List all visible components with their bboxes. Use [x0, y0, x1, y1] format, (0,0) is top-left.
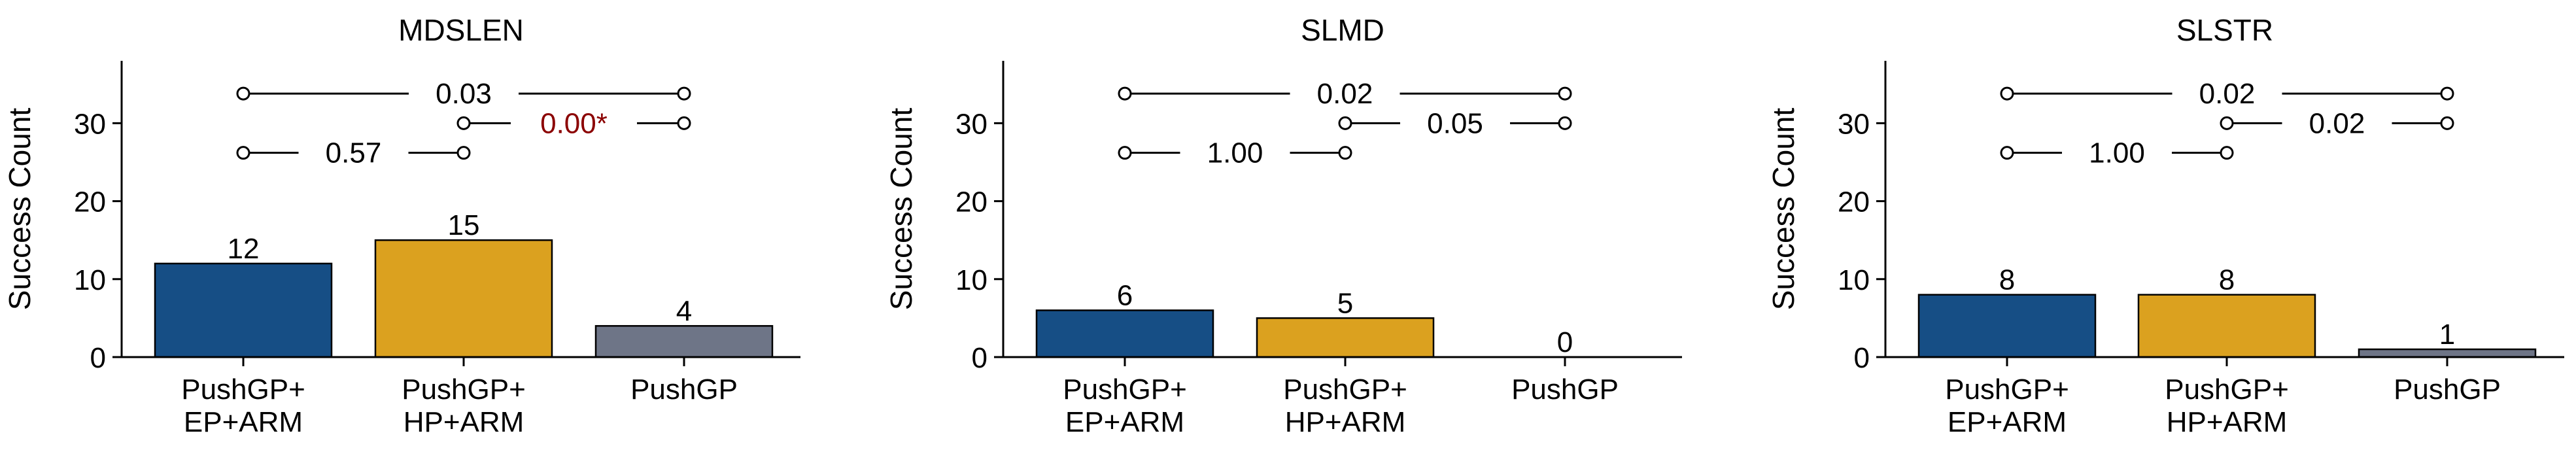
p-value-label: 0.02 — [2309, 107, 2365, 139]
bar-value-label: 4 — [676, 295, 692, 327]
x-tick-label-line: HP+ARM — [404, 406, 524, 438]
x-tick-label: PushGP+ EP+ARM — [1063, 373, 1187, 438]
comparison-bracket: 1.00 — [1118, 137, 1352, 169]
comparison-bracket: 0.02 — [2000, 78, 2454, 110]
bar — [1035, 309, 1214, 358]
x-tick-label: PushGP+ HP+ARM — [402, 373, 526, 438]
comparison-endpoint-marker — [2220, 146, 2234, 160]
x-tick-label-line: EP+ARM — [1948, 406, 2067, 438]
x-tick-label: PushGP — [1511, 373, 1619, 405]
bar-value-label: 5 — [1337, 287, 1353, 319]
chart-title: SLSTR — [2176, 13, 2273, 47]
comparison-endpoint-marker — [2000, 86, 2014, 101]
bar — [594, 325, 774, 358]
p-value-label: 0.03 — [436, 78, 492, 110]
y-tick-label: 30 — [1838, 108, 1870, 140]
p-value-label: 0.05 — [1427, 107, 1483, 139]
x-tick-label: PushGP — [630, 373, 738, 405]
bar-value-label: 15 — [448, 209, 480, 241]
y-tick-label: 10 — [955, 264, 987, 296]
comparison-endpoint-marker — [1118, 86, 1132, 101]
y-tick-label: 30 — [955, 108, 987, 140]
y-tick-label: 0 — [90, 342, 106, 374]
bar-value-label: 8 — [1999, 264, 2015, 296]
bar — [154, 262, 333, 358]
comparison-endpoint-marker — [236, 146, 250, 160]
x-tick-label: PushGP+ EP+ARM — [181, 373, 305, 438]
x-tick-label-line: PushGP — [1511, 373, 1619, 405]
x-tick-label: PushGP+ HP+ARM — [2165, 373, 2289, 438]
chart-title: SLMD — [1301, 13, 1384, 47]
x-tick-label-line: EP+ARM — [1065, 406, 1184, 438]
chart-title: MDSLEN — [398, 13, 524, 47]
p-value-label: 0.02 — [1317, 78, 1373, 110]
comparison-endpoint-marker — [1118, 146, 1132, 160]
y-tick-label: 10 — [74, 264, 106, 296]
x-tick-label-line: HP+ARM — [1285, 406, 1406, 438]
comparison-endpoint-marker — [236, 86, 250, 101]
y-tick-label: 20 — [1838, 186, 1870, 218]
y-tick-label: 0 — [972, 342, 987, 374]
x-tick-label-line: PushGP+ — [1945, 373, 2069, 405]
y-axis-label: Success Count — [3, 108, 37, 311]
x-tick-label-line: PushGP+ — [1283, 373, 1407, 405]
y-axis-label: Success Count — [1766, 108, 1800, 311]
comparison-endpoint-marker — [2220, 116, 2234, 130]
y-tick-label: 20 — [74, 186, 106, 218]
x-tick-label-line: EP+ARM — [184, 406, 303, 438]
bar — [374, 239, 553, 358]
bar-value-label: 0 — [1557, 326, 1573, 358]
p-value-label: 1.00 — [1207, 137, 1263, 169]
bar-value-label: 6 — [1117, 279, 1133, 311]
bar-value-label: 12 — [228, 233, 260, 265]
bar-value-label: 8 — [2219, 264, 2235, 296]
x-tick-label: PushGP — [2394, 373, 2501, 405]
comparison-bracket: 1.00 — [2000, 137, 2234, 169]
comparison-endpoint-marker — [456, 146, 471, 160]
x-tick-label: PushGP+ HP+ARM — [1283, 373, 1407, 438]
bar — [2137, 294, 2316, 358]
x-tick-label-line: HP+ARM — [2167, 406, 2288, 438]
bar — [1256, 317, 1435, 358]
comparison-endpoint-marker — [456, 116, 471, 130]
comparison-endpoint-marker — [1558, 86, 1572, 101]
comparison-endpoint-marker — [677, 116, 691, 130]
y-tick-label: 0 — [1854, 342, 1870, 374]
p-value-label: 0.57 — [326, 137, 382, 169]
y-tick-label: 20 — [955, 186, 987, 218]
comparison-bracket: 0.02 — [2220, 107, 2454, 139]
comparison-endpoint-marker — [1338, 116, 1352, 130]
x-tick-label: PushGP+ EP+ARM — [1945, 373, 2069, 438]
comparison-bracket: 0.57 — [236, 137, 471, 169]
x-tick-label-line: PushGP — [630, 373, 738, 405]
bar-value-label: 1 — [2439, 319, 2455, 351]
comparison-bracket: 0.05 — [1338, 107, 1572, 139]
comparison-endpoint-marker — [1338, 146, 1352, 160]
y-tick-label: 10 — [1838, 264, 1870, 296]
comparison-endpoint-marker — [2000, 146, 2014, 160]
comparison-bracket: 0.00* — [456, 107, 691, 139]
p-value-label: 0.00* — [540, 107, 608, 139]
x-tick-label-line: PushGP — [2394, 373, 2501, 405]
bar — [1917, 294, 2097, 358]
x-tick-label-line: PushGP+ — [1063, 373, 1187, 405]
comparison-bracket: 0.03 — [236, 78, 691, 110]
comparison-bracket: 0.02 — [1118, 78, 1572, 110]
x-tick-label-line: PushGP+ — [402, 373, 526, 405]
y-axis-label: Success Count — [884, 108, 918, 311]
p-value-label: 1.00 — [2089, 137, 2145, 169]
comparison-endpoint-marker — [2440, 86, 2454, 101]
y-tick-label: 30 — [74, 108, 106, 140]
comparison-endpoint-marker — [2440, 116, 2454, 130]
p-value-label: 0.02 — [2199, 78, 2256, 110]
x-tick-label-line: PushGP+ — [181, 373, 305, 405]
x-tick-label-line: PushGP+ — [2165, 373, 2289, 405]
comparison-endpoint-marker — [677, 86, 691, 101]
comparison-endpoint-marker — [1558, 116, 1572, 130]
